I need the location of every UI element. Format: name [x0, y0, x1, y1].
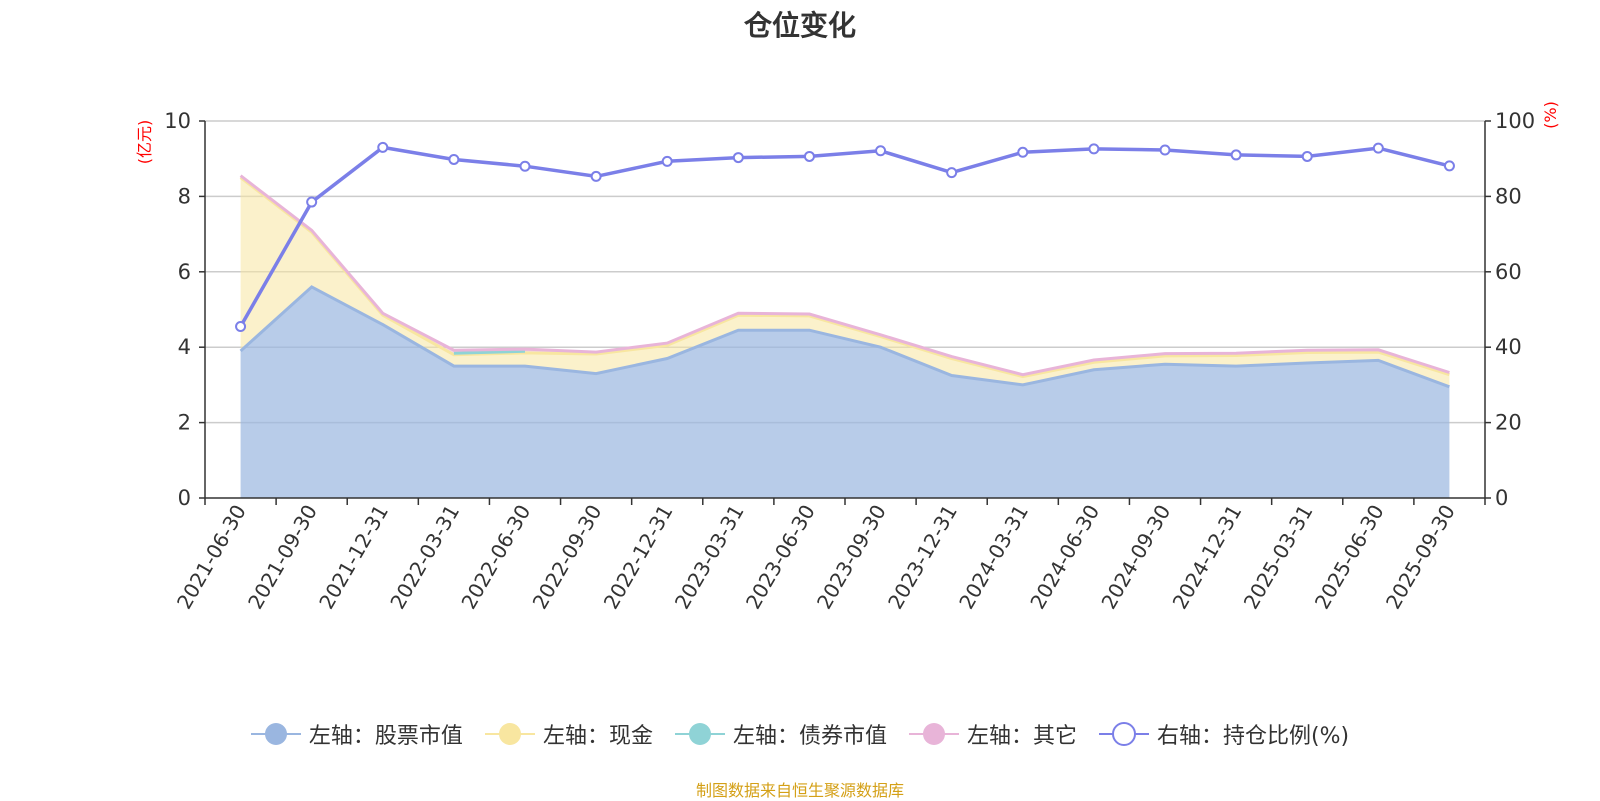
- x-tick-label: 2023-12-31: [883, 501, 962, 614]
- x-tick-label: 2021-12-31: [314, 501, 393, 614]
- x-tick-label: 2022-03-31: [385, 501, 464, 614]
- legend-stock-marker: [250, 723, 301, 745]
- ratio-point: [803, 150, 815, 162]
- right-axis-unit: (%): [1541, 101, 1560, 129]
- right-tick-label: 20: [1495, 411, 1522, 435]
- stacked-areas: [240, 175, 1450, 498]
- right-tick-label: 100: [1495, 109, 1535, 133]
- right-tick-label: 0: [1495, 486, 1508, 510]
- ratio-point: [946, 167, 958, 179]
- x-tick-label: 2021-06-30: [172, 501, 251, 614]
- right-tick-label: 80: [1495, 184, 1522, 208]
- x-tick-label: 2025-09-30: [1381, 501, 1460, 614]
- ratio-point: [1443, 160, 1455, 172]
- x-tick-label: 2024-03-31: [954, 501, 1033, 614]
- left-tick-label: 2: [178, 411, 191, 435]
- ratio-point: [590, 170, 602, 182]
- legend-item-other[interactable]: 左轴：其它: [908, 718, 1077, 750]
- legend: 左轴：股票市值 左轴：现金 左轴：债券市值 左轴：其它 右轴：持仓比例(%): [0, 718, 1600, 750]
- legend-other-label: 左轴：其它: [966, 724, 1077, 749]
- x-tick-label: 2025-06-30: [1310, 501, 1389, 614]
- chart-canvas: 02468100204060801002021-06-302021-09-302…: [135, 101, 1560, 614]
- line-bond: [453, 349, 526, 355]
- area-outlines: [239, 174, 1450, 389]
- ratio-line: [239, 145, 1450, 328]
- ratio-point: [1301, 150, 1313, 162]
- line-other: [239, 174, 1450, 377]
- x-tick-label: 2022-06-30: [456, 501, 535, 614]
- left-tick-label: 4: [178, 335, 191, 359]
- line-stock: [239, 285, 1450, 389]
- left-tick-label: 0: [178, 486, 191, 510]
- ratio-line-series: [235, 141, 1455, 332]
- right-tick-label: 40: [1495, 335, 1522, 359]
- legend-item-cash[interactable]: 左轴：现金: [484, 718, 653, 750]
- x-tick-label: 2024-09-30: [1096, 501, 1175, 614]
- ratio-point: [661, 155, 673, 167]
- ratio-point: [875, 145, 887, 157]
- x-tick-label: 2025-03-31: [1239, 501, 1318, 614]
- left-tick-label: 10: [164, 109, 191, 133]
- right-tick-label: 60: [1495, 260, 1522, 284]
- line-cash: [239, 176, 1450, 379]
- legend-other-marker: [908, 723, 959, 745]
- legend-ratio-marker: [1098, 722, 1149, 746]
- left-axis-unit: (亿元): [135, 120, 154, 165]
- legend-ratio-label: 右轴：持仓比例(%): [1156, 724, 1350, 749]
- ratio-point: [732, 152, 744, 164]
- x-tick-label: 2022-12-31: [599, 501, 678, 614]
- x-tick-label: 2024-12-31: [1168, 501, 1247, 614]
- x-tick-label: 2023-06-30: [741, 501, 820, 614]
- legend-bond-label: 左轴：债券市值: [732, 724, 887, 749]
- ratio-point: [1088, 143, 1100, 155]
- ratio-point: [448, 153, 460, 165]
- ratio-point: [1017, 146, 1029, 158]
- left-tick-label: 8: [178, 184, 191, 208]
- left-tick-label: 6: [178, 260, 191, 284]
- ratio-point: [1372, 142, 1384, 154]
- ratio-point: [1230, 149, 1242, 161]
- legend-item-stock[interactable]: 左轴：股票市值: [250, 718, 463, 750]
- ratio-point: [235, 320, 247, 332]
- x-tick-label: 2022-09-30: [528, 501, 607, 614]
- x-tick-label: 2023-09-30: [812, 501, 891, 614]
- legend-cash-label: 左轴：现金: [542, 724, 653, 749]
- x-tick-label: 2023-03-31: [670, 501, 749, 614]
- chart-title: 仓位变化: [743, 9, 856, 42]
- legend-item-ratio[interactable]: 右轴：持仓比例(%): [1098, 718, 1350, 750]
- legend-bond-marker: [674, 723, 725, 745]
- area-stock: [240, 286, 1450, 498]
- ratio-point: [377, 141, 389, 153]
- ratio-point: [306, 196, 318, 208]
- legend-cash-marker: [484, 723, 535, 745]
- ratio-point: [1159, 144, 1171, 156]
- x-tick-label: 2024-06-30: [1025, 501, 1104, 614]
- legend-stock-label: 左轴：股票市值: [308, 724, 463, 749]
- source-note: 制图数据来自恒生聚源数据库: [695, 781, 904, 800]
- x-tick-label: 2021-09-30: [243, 501, 322, 614]
- ratio-point: [519, 160, 531, 172]
- legend-item-bond[interactable]: 左轴：债券市值: [674, 718, 887, 750]
